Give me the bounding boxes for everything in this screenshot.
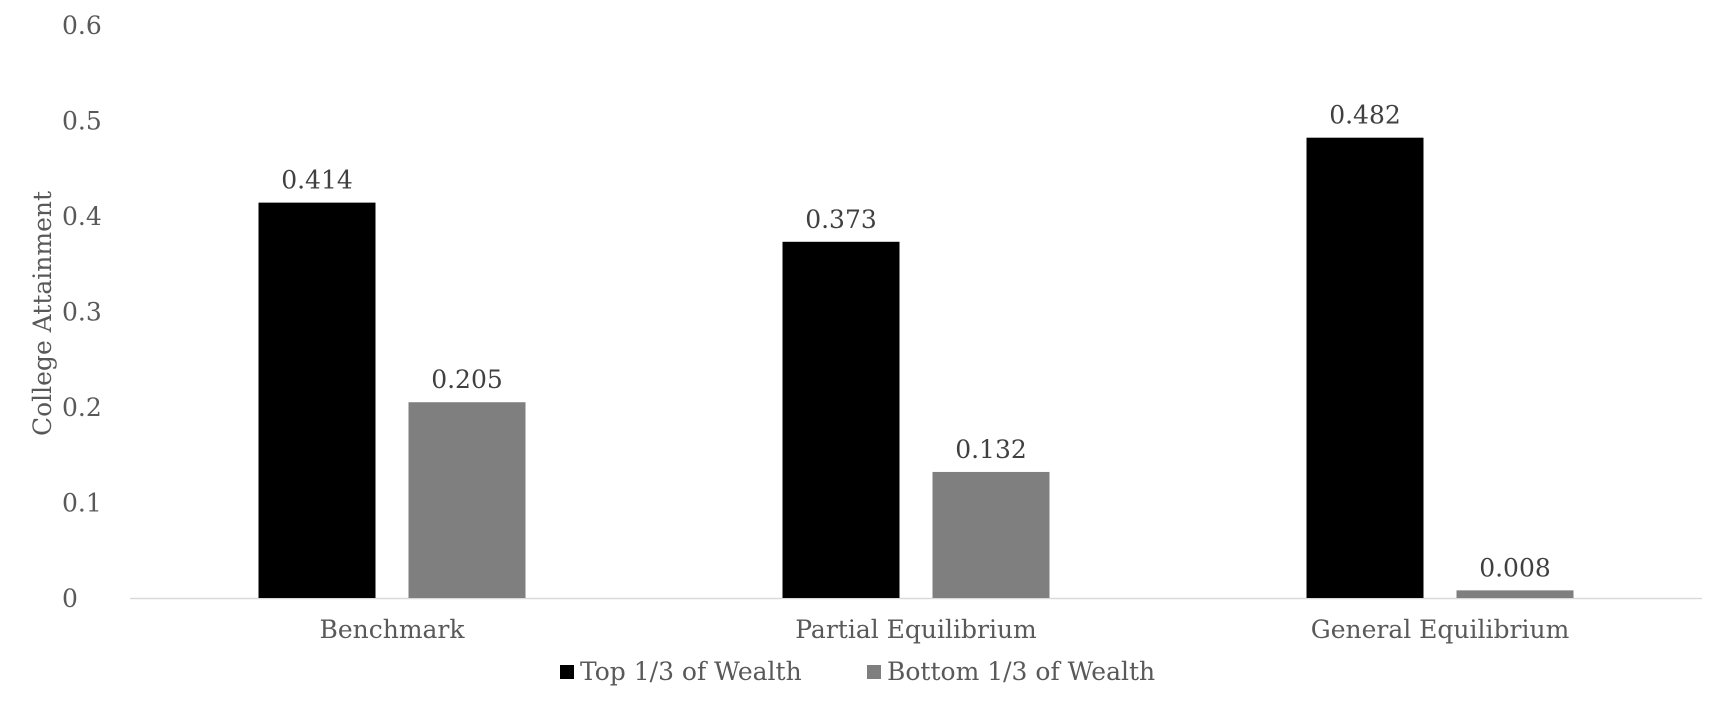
data-label: 0.373 (805, 205, 877, 234)
x-category-label: Benchmark (319, 615, 465, 644)
bar-bottom-2 (932, 471, 1050, 598)
legend-swatch-1 (560, 665, 574, 679)
legend-label-1: Top 1/3 of Wealth (580, 657, 802, 686)
data-label: 0.414 (281, 166, 353, 195)
y-axis-title: College Attainment (28, 191, 57, 436)
x-category-label: Partial Equilibrium (795, 615, 1037, 644)
data-label: 0.205 (431, 365, 503, 394)
y-axis-ticks: 0 0.1 0.2 0.3 0.4 0.5 0.6 (62, 11, 102, 613)
y-tick-label: 0.4 (62, 202, 102, 231)
y-tick-label: 0.2 (62, 393, 102, 422)
y-tick-label: 0 (62, 584, 78, 613)
data-label: 0.008 (1479, 553, 1551, 582)
data-labels: 0.414 0.205 0.373 0.132 0.482 0.008 (281, 101, 1551, 583)
legend-swatch-2 (867, 665, 881, 679)
data-label: 0.132 (955, 435, 1027, 464)
bar-top-2 (782, 241, 900, 598)
x-axis-categories: Benchmark Partial Equilibrium General Equi… (319, 615, 1569, 644)
y-tick-label: 0.6 (62, 11, 102, 40)
y-tick-label: 0.3 (62, 298, 102, 327)
bar-bottom-3 (1456, 590, 1574, 598)
y-tick-label: 0.1 (62, 489, 102, 518)
x-category-label: General Equilibrium (1311, 615, 1570, 644)
bar-top-3 (1306, 137, 1424, 598)
bar-top-1 (258, 202, 376, 598)
legend: Top 1/3 of Wealth Bottom 1/3 of Wealth (560, 657, 1155, 686)
bars (258, 137, 1574, 598)
data-label: 0.482 (1329, 101, 1401, 130)
y-tick-label: 0.5 (62, 107, 102, 136)
bar-bottom-1 (408, 402, 526, 598)
legend-label-2: Bottom 1/3 of Wealth (887, 657, 1155, 686)
